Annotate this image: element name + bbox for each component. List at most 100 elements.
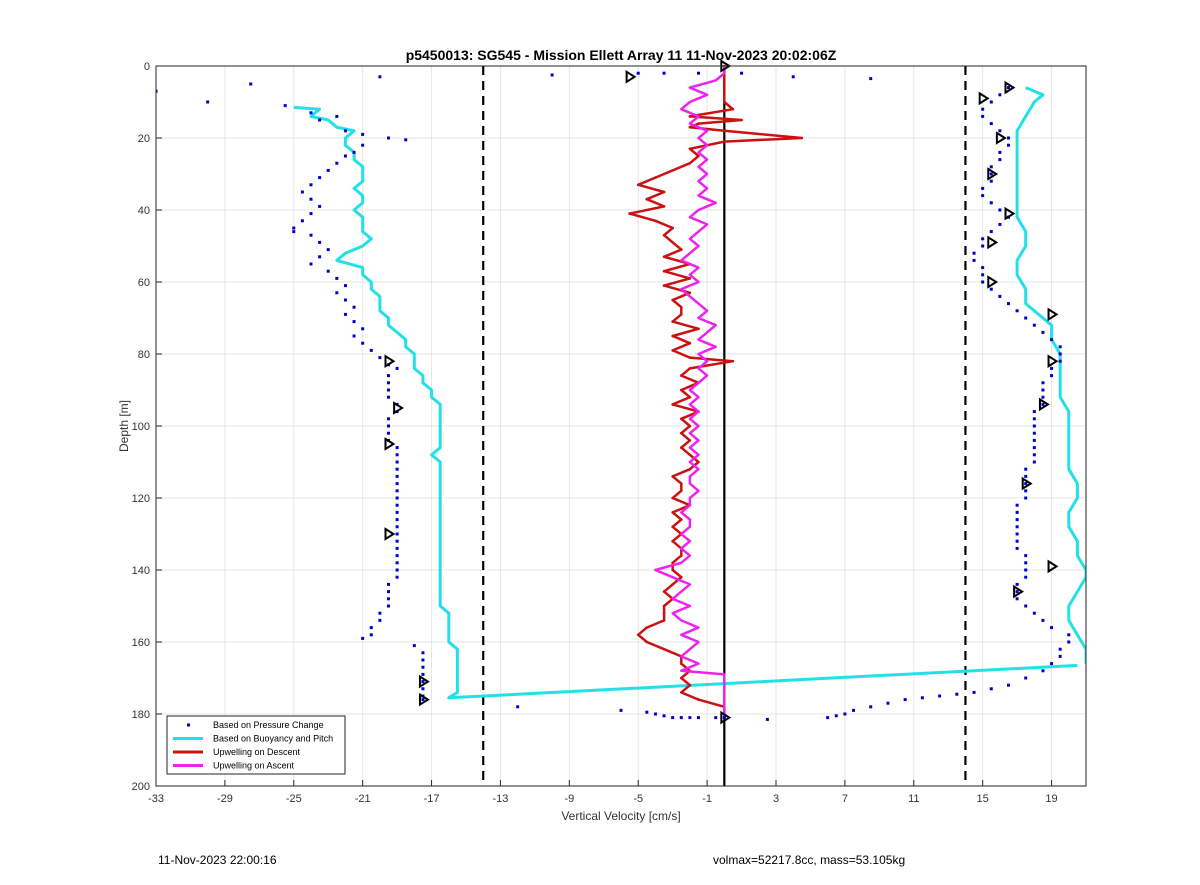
pressure-point xyxy=(550,73,554,77)
pressure-point xyxy=(395,525,399,529)
descent-point xyxy=(662,269,666,273)
pressure-point xyxy=(361,327,365,331)
descent-point xyxy=(740,118,743,122)
pressure-point xyxy=(387,597,390,601)
pressure-point xyxy=(395,554,399,558)
descent-point xyxy=(688,125,692,129)
descent-point xyxy=(731,107,735,111)
y-tick-label: 0 xyxy=(144,61,150,73)
pressure-point xyxy=(395,453,399,457)
descent-point xyxy=(671,298,674,302)
pressure-point xyxy=(352,305,356,309)
pressure-point xyxy=(343,284,347,288)
pressure-point xyxy=(869,77,873,81)
y-tick-label: 120 xyxy=(132,493,150,505)
descent-point xyxy=(671,539,674,543)
x-tick-label: -1 xyxy=(702,793,712,805)
pressure-point xyxy=(395,568,399,572)
pressure-point xyxy=(981,237,985,241)
pressure-point xyxy=(387,582,390,586)
descent-point xyxy=(679,248,683,251)
pressure-point xyxy=(318,255,322,259)
pressure-point xyxy=(156,89,158,93)
descent-point xyxy=(671,568,674,572)
pressure-point xyxy=(395,489,399,493)
triangle-marker xyxy=(625,69,637,84)
pressure-point xyxy=(395,510,399,514)
pressure-point xyxy=(1032,417,1036,421)
pressure-point xyxy=(972,258,976,262)
pressure-point xyxy=(834,714,838,718)
pressure-point xyxy=(1050,374,1054,378)
descent-point xyxy=(645,640,649,644)
pressure-point xyxy=(421,698,425,702)
triangle-marker xyxy=(1013,584,1024,599)
pressure-point xyxy=(1015,546,1019,550)
pressure-point xyxy=(300,219,304,223)
x-tick-label: -33 xyxy=(148,793,164,805)
pressure-point xyxy=(387,590,390,594)
descent-point xyxy=(723,140,726,143)
legend-label: Upwelling on Descent xyxy=(213,747,301,757)
x-tick-label: -9 xyxy=(564,793,574,805)
pressure-point xyxy=(1015,510,1019,514)
descent-point xyxy=(688,367,692,370)
descent-point xyxy=(688,395,692,399)
pressure-point xyxy=(516,705,520,709)
pressure-point xyxy=(1015,532,1019,536)
pressure-point xyxy=(981,107,985,111)
pressure-point xyxy=(335,276,339,280)
x-axis-label: Vertical Velocity [cm/s] xyxy=(561,809,680,823)
footer-timestamp: 11-Nov-2023 22:00:16 xyxy=(158,853,277,867)
pressure-point xyxy=(387,431,390,435)
pressure-point xyxy=(361,341,365,345)
pressure-point xyxy=(378,356,382,360)
pressure-point xyxy=(369,633,373,637)
descent-point xyxy=(679,554,683,557)
pressure-point xyxy=(1024,467,1028,471)
pressure-point xyxy=(387,136,390,140)
descent-point xyxy=(662,233,666,237)
series-layer xyxy=(156,64,1086,721)
x-tick-label: 15 xyxy=(977,793,989,805)
pressure-point xyxy=(1041,402,1045,406)
descent-point xyxy=(662,590,666,593)
pressure-point xyxy=(981,114,985,118)
x-axis-ticks: -33 -29 -25 -21 -17 -13 -9 -5 -1 3 7 11 15 19 xyxy=(148,780,1058,805)
y-tick-label: 100 xyxy=(132,421,150,433)
pressure-point xyxy=(335,161,339,165)
pressure-point xyxy=(326,168,330,172)
descent-point xyxy=(679,575,683,579)
pressure-point xyxy=(1032,438,1036,442)
pressure-point xyxy=(1007,86,1010,90)
pressure-point xyxy=(972,690,976,694)
pressure-point xyxy=(920,696,924,700)
descent-point xyxy=(679,662,683,665)
descent-point xyxy=(688,424,692,428)
pressure-point xyxy=(998,150,1002,154)
pressure-point xyxy=(1024,482,1028,486)
pressure-point xyxy=(1007,683,1010,687)
descent-point xyxy=(662,255,666,259)
pressure-point xyxy=(309,197,313,201)
pressure-point xyxy=(619,708,623,712)
pressure-point xyxy=(421,651,425,655)
pressure-point xyxy=(981,266,985,270)
descent-point xyxy=(679,374,683,377)
pressure-point xyxy=(740,71,744,75)
pressure-point xyxy=(1032,446,1036,450)
triangle-marker xyxy=(987,167,999,181)
pressure-point xyxy=(1015,582,1019,586)
triangle-marker xyxy=(995,131,1007,145)
descent-point xyxy=(645,626,649,629)
pressure-point xyxy=(343,129,347,133)
y-tick-label: 60 xyxy=(138,277,150,289)
triangle-marker xyxy=(1047,307,1059,322)
legend: Based on Pressure Change Based on Buoyanc… xyxy=(166,715,346,775)
x-tick-label: 11 xyxy=(908,793,919,805)
pressure-point xyxy=(369,348,373,352)
pressure-point xyxy=(722,716,726,720)
pressure-point xyxy=(662,71,666,75)
pressure-point xyxy=(309,262,313,266)
pressure-point xyxy=(1024,496,1028,500)
